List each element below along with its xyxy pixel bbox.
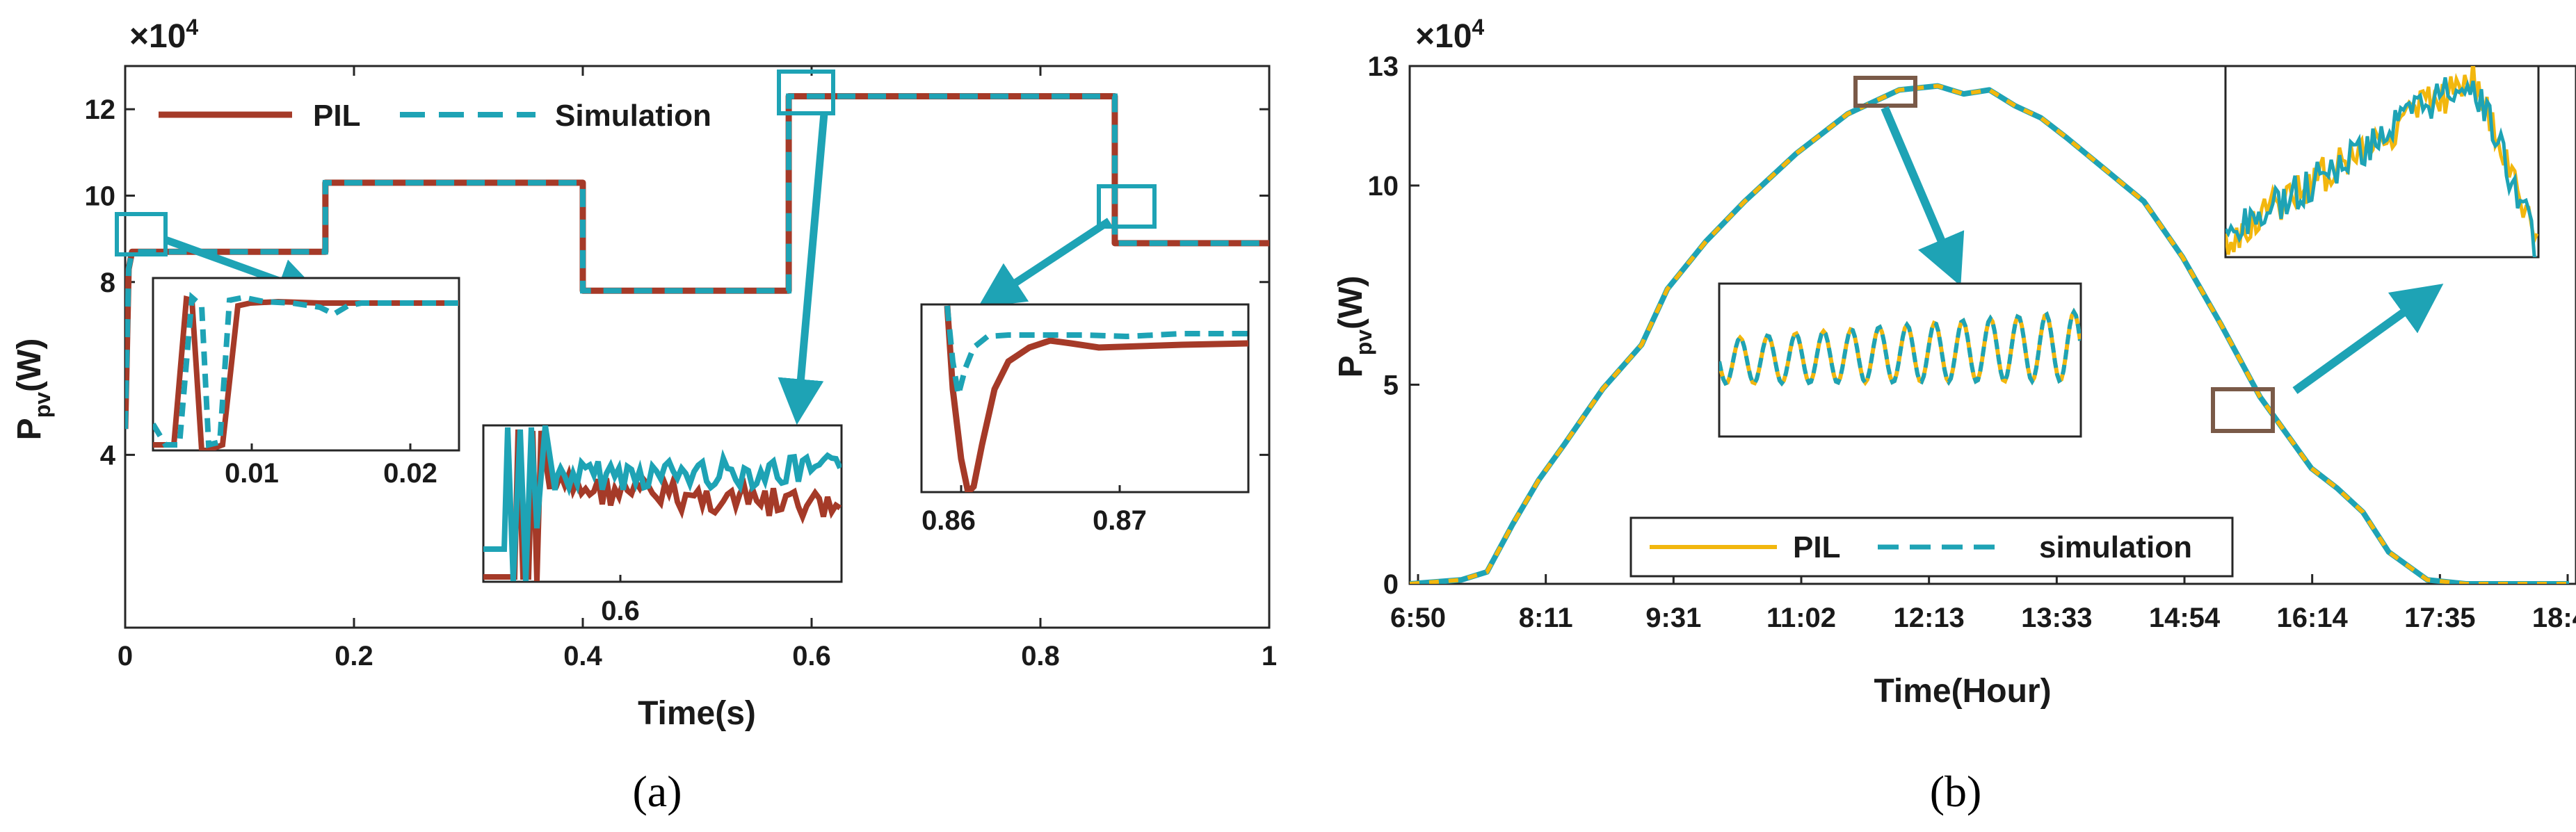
zoom-arrow-a2: [778, 113, 828, 425]
x-tick-label-b-0: 6:50: [1390, 603, 1446, 633]
zoom-box-a2: [777, 70, 835, 115]
x-tick-label-a-2: 0.4: [563, 641, 602, 671]
x-tick-label-b-6: 14:54: [2149, 603, 2221, 633]
zoom-arrow-b2: [2292, 284, 2444, 394]
inset-a3-pil: [944, 305, 1248, 492]
zoom-arrow-a3: [977, 218, 1112, 308]
y-tick-label-b-2: 10: [1368, 171, 1399, 202]
ylabel-a: Ppv(W): [11, 338, 55, 441]
inset-a1-pil: [153, 295, 459, 450]
inset-b1: [1718, 282, 2082, 438]
x-tick-label-a-4: 0.8: [1021, 641, 1060, 671]
y-axis-a: 4 8 10 12: [85, 95, 1269, 471]
legend-label-sim-a: Simulation: [555, 99, 711, 133]
inset-a1-sim: [153, 291, 459, 449]
xlabel-a: Time(s): [638, 695, 756, 732]
x-tick-label-b-4: 12:13: [1894, 603, 1965, 633]
panel-label-b: (b): [1930, 767, 1982, 816]
x-tick-label-a-5: 1: [1262, 641, 1277, 671]
x-tick-label-a-1: 0.2: [335, 641, 373, 671]
inset-a3-tick-label-2: 0.87: [1093, 505, 1147, 536]
legend-label-pil-a: PIL: [313, 99, 360, 133]
inset-a1-tick-label-1: 0.01: [225, 458, 279, 489]
inset-a1-tick-label-2: 0.02: [383, 458, 437, 489]
inset-a3-tick-label-1: 0.86: [921, 505, 976, 536]
x-tick-label-b-1: 8:11: [1519, 603, 1573, 633]
y-axis-b: 0 5 10 13: [1368, 51, 1419, 600]
y-tick-label-a-2: 10: [85, 181, 116, 211]
zoom-box-a3: [1097, 184, 1157, 229]
y-tick-label-a-0: 4: [100, 440, 116, 471]
panel-label-a: (a): [632, 767, 682, 816]
x-tick-label-b-8: 17:35: [2404, 603, 2475, 633]
inset-a3-sim: [944, 305, 1248, 396]
inset-a2: 0.6: [482, 424, 843, 626]
series-simulation-a: [125, 93, 1269, 430]
inset-b2-sim: [2225, 77, 2537, 257]
x-tick-label-b-9: 18:45: [2532, 603, 2576, 633]
inset-a2-tick-label-1: 0.6: [601, 596, 640, 626]
inset-a2-sim: [483, 425, 842, 582]
inset-a1: 0.01 0.02: [152, 277, 460, 489]
zoom-box-a1: [115, 212, 168, 256]
panel-a: 0 0.2 0.4 0.6 0.8 1 4 8 10 12 Ppv(W) ×104 Time(s…: [11, 15, 1277, 816]
zoom-box-b2: [2211, 387, 2275, 433]
y-exponent-b: ×104: [1415, 15, 1484, 55]
inset-a2-pil: [483, 429, 842, 582]
inset-a3: 0.86 0.87: [920, 303, 1250, 536]
x-tick-label-b-3: 11:02: [1766, 603, 1836, 633]
xlabel-b: Time(Hour): [1874, 673, 2051, 710]
y-tick-label-b-1: 5: [1383, 370, 1399, 400]
legend-label-sim-b: simulation: [2039, 530, 2192, 564]
y-tick-label-b-0: 0: [1383, 569, 1399, 600]
zoom-arrow-b1: [1881, 106, 1965, 286]
y-tick-label-a-1: 8: [100, 268, 115, 298]
zoom-box-b1: [1853, 76, 1917, 108]
y-exponent-a: ×104: [129, 15, 198, 55]
inset-b1-sim: [1719, 307, 2081, 387]
legend-label-pil-b: PIL: [1793, 530, 1840, 564]
y-tick-label-a-3: 12: [85, 95, 116, 125]
x-tick-label-a-0: 0: [118, 641, 133, 671]
x-tick-label-b-7: 16:14: [2277, 603, 2349, 633]
legend-a: PIL Simulation: [159, 99, 711, 133]
y-tick-label-b-3: 13: [1368, 51, 1399, 82]
series-pil-b: [1410, 83, 2569, 584]
ylabel-b: Ppv(W): [1333, 276, 1376, 378]
x-tick-label-b-5: 13:33: [2021, 603, 2092, 633]
x-axis-b: 6:50 8:11 9:31 11:02 12:13 13:33 14:54 16:14 17:…: [1390, 574, 2576, 633]
x-tick-label-a-3: 0.6: [792, 641, 831, 671]
x-axis-a: 0 0.2 0.4 0.6 0.8 1: [118, 66, 1277, 671]
inset-b2: [2224, 65, 2540, 259]
legend-b: PIL simulation: [1629, 516, 2234, 578]
panel-b: 6:50 8:11 9:31 11:02 12:13 13:33 14:54 16:14 17:…: [1333, 15, 2576, 816]
x-tick-label-b-2: 9:31: [1645, 603, 1701, 633]
